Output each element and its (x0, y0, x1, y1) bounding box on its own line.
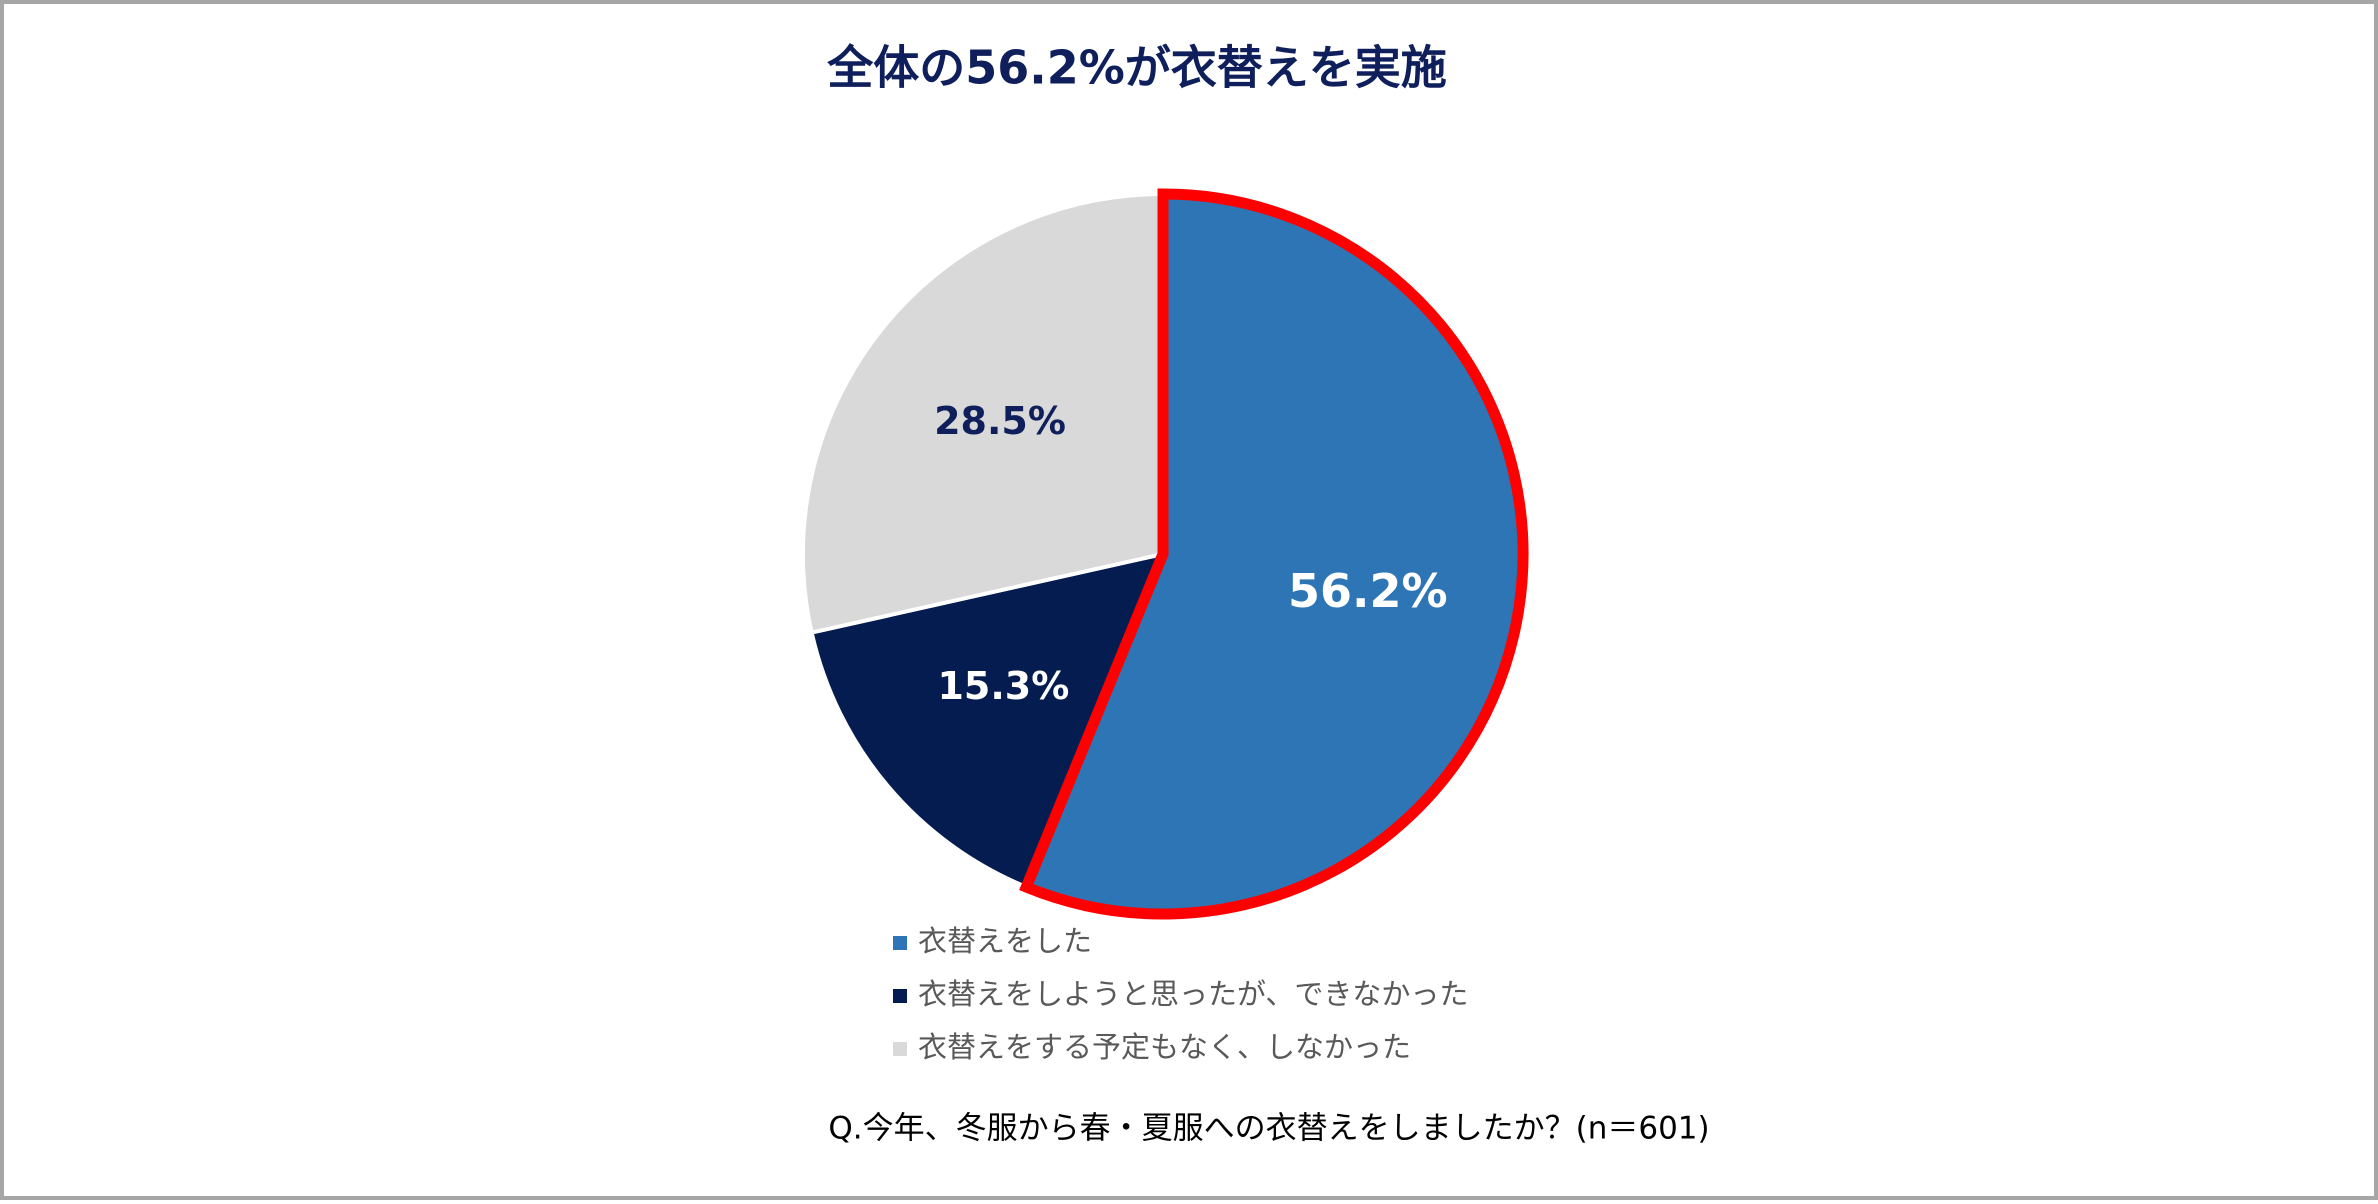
legend-swatch (893, 989, 907, 1003)
data-label: 56.2% (1288, 564, 1448, 618)
chart-title: 全体の56.2%が衣替えを実施 (826, 41, 1447, 95)
legend-label: 衣替えをする予定もなく、しなかった (918, 1030, 1411, 1064)
legend-label: 衣替えをした (918, 924, 1092, 958)
pie-slice (809, 551, 1167, 890)
legend-label: 衣替えをしようと思ったが、できなかった (918, 977, 1468, 1011)
legend-swatch (893, 1042, 907, 1056)
pie-slice (1019, 188, 1529, 920)
legend-swatch (893, 936, 907, 950)
data-label: 15.3% (937, 664, 1069, 708)
pie-slice (801, 191, 1165, 635)
note: Q.今年、冬服から春・夏服への衣替えをしましたか？(n＝601) (828, 1111, 1709, 1147)
data-label: 28.5% (934, 399, 1066, 443)
